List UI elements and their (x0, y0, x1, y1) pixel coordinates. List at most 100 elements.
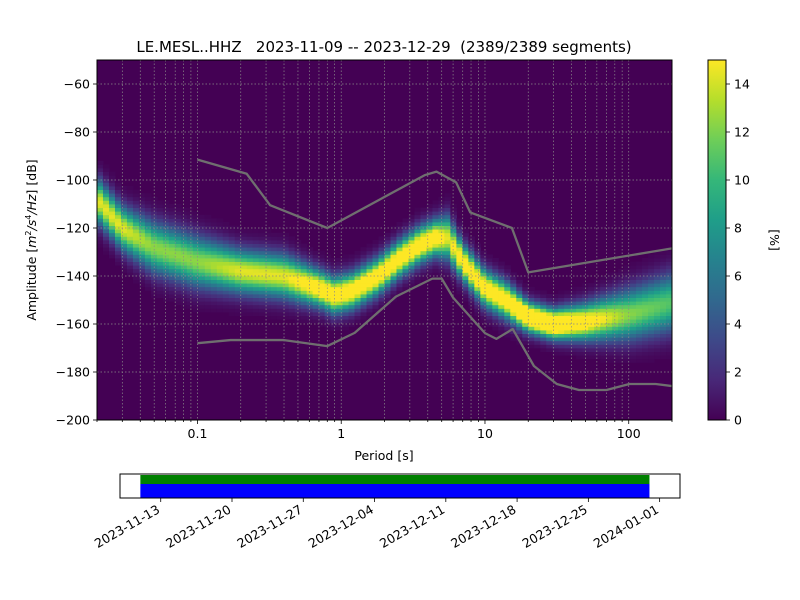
heatmap-cell (162, 254, 170, 259)
heatmap-cell (654, 348, 661, 352)
heatmap-cell (426, 254, 434, 259)
heatmap-cell (450, 214, 457, 219)
heatmap-cell (540, 340, 547, 345)
heatmap-cell (240, 301, 248, 306)
heatmap-cell (660, 279, 667, 284)
heatmap-cell (246, 294, 254, 298)
heatmap-cell (270, 312, 278, 316)
heatmap-cell (126, 204, 134, 208)
heatmap-cell (426, 204, 434, 208)
heatmap-cell (378, 286, 386, 291)
heatmap-cell (300, 286, 308, 291)
heatmap-cell (618, 344, 625, 349)
heatmap-cell (288, 286, 296, 291)
heatmap-cell (366, 279, 374, 284)
heatmap-cell (606, 290, 613, 295)
heatmap-cell (546, 348, 553, 352)
heatmap-cell (378, 236, 386, 241)
heatmap-cell (462, 254, 469, 259)
heatmap-cell (408, 283, 416, 288)
heatmap-cell (348, 268, 356, 273)
heatmap-cell (276, 232, 284, 237)
heatmap-cell (144, 200, 152, 205)
heatmap-cell (126, 243, 134, 248)
heatmap-cell (198, 286, 206, 291)
heatmap-cell (186, 258, 194, 262)
heatmap-cell (288, 268, 296, 273)
heatmap-cell (264, 315, 272, 320)
heatmap-cell (312, 258, 320, 262)
heatmap-cell (612, 301, 619, 306)
heatmap-cell (444, 200, 451, 205)
timeline-tick-label: 2023-12-25 (519, 502, 589, 551)
heatmap-cell (300, 265, 308, 270)
heatmap-cell (468, 294, 475, 298)
heatmap-cell (97, 236, 104, 241)
heatmap-cell (372, 279, 380, 284)
heatmap-cell (552, 348, 559, 352)
heatmap-cell (186, 286, 194, 291)
heatmap-cell (402, 247, 410, 252)
heatmap-cell (666, 326, 672, 331)
heatmap-cell (654, 337, 661, 342)
heatmap-cell (522, 319, 529, 324)
heatmap-cell (414, 243, 422, 248)
heatmap-cell (576, 326, 583, 331)
heatmap-cell (660, 272, 667, 277)
heatmap-cell (120, 207, 128, 212)
heatmap-cell (186, 265, 194, 270)
heatmap-cell (660, 297, 667, 302)
heatmap-cell (396, 247, 404, 252)
heatmap-cell (330, 276, 338, 280)
heatmap-cell (336, 258, 344, 262)
heatmap-cell (258, 229, 266, 234)
heatmap-cell (426, 250, 434, 255)
heatmap-cell (276, 258, 284, 262)
heatmap-cell (660, 344, 667, 349)
heatmap-cell (522, 301, 529, 306)
heatmap-cell (420, 229, 428, 234)
heatmap-cell (240, 290, 248, 295)
heatmap-cell (324, 312, 332, 316)
heatmap-cell (120, 261, 128, 266)
heatmap-cell (97, 186, 104, 190)
heatmap-cell (258, 261, 266, 266)
heatmap-cell (330, 326, 338, 331)
heatmap-cell (396, 250, 404, 255)
heatmap-cell (408, 218, 416, 223)
heatmap-cell (306, 258, 314, 262)
colorbar-label: [%] (767, 229, 782, 251)
heatmap-cell (630, 304, 637, 309)
heatmap-cell (180, 247, 188, 252)
heatmap-cell (396, 229, 404, 234)
heatmap-cell (288, 240, 296, 244)
heatmap-cell (360, 290, 368, 295)
heatmap-cell (282, 294, 290, 298)
heatmap-cell (186, 276, 194, 280)
heatmap-cell (156, 204, 164, 208)
heatmap-cell (474, 272, 481, 277)
heatmap-cell (288, 279, 296, 284)
heatmap-cell (120, 240, 128, 244)
heatmap-cell (396, 290, 404, 295)
heatmap-cell (648, 258, 655, 262)
heatmap-cell (300, 312, 308, 316)
heatmap-cell (534, 344, 541, 349)
heatmap-cell (462, 276, 469, 280)
heatmap-cell (132, 272, 140, 277)
heatmap-cell (264, 312, 272, 316)
heatmap-cell (192, 229, 200, 234)
heatmap-cell (510, 319, 517, 324)
heatmap-cell (492, 261, 499, 266)
heatmap-cell (522, 286, 529, 291)
heatmap-cell (510, 322, 517, 327)
heatmap-cell (180, 232, 188, 237)
heatmap-cell (528, 304, 535, 309)
heatmap-cell (636, 315, 643, 320)
heatmap-cell (150, 225, 158, 230)
heatmap-cell (108, 232, 116, 237)
heatmap-cell (624, 340, 631, 345)
heatmap-cell (97, 243, 104, 248)
heatmap-cell (246, 236, 254, 241)
heatmap-cell (120, 214, 128, 219)
